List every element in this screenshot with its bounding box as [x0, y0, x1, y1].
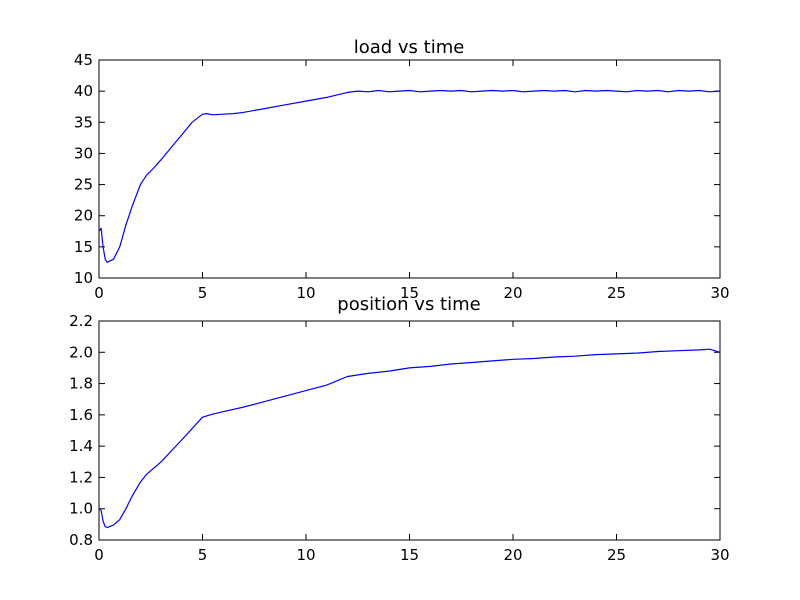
- load-x-tick-label: 15: [400, 284, 419, 302]
- position-x-tick-label: 25: [607, 546, 626, 564]
- position-x-tick-label: 5: [198, 546, 208, 564]
- load-x-tick-label: 0: [94, 284, 104, 302]
- load-chart-title: load vs time: [354, 37, 465, 58]
- position-y-tick-label: 1.8: [69, 375, 93, 393]
- load-chart-plot-area: 0 5 10 15 20 25 30 10 15 20 25 30 35 40 45: [74, 51, 730, 302]
- load-x-tick-label: 25: [607, 284, 626, 302]
- load-y-tick-label: 30: [74, 144, 93, 162]
- load-x-tick-label: 10: [296, 284, 315, 302]
- position-series-line: [98, 348, 721, 529]
- position-y-tick-label: 1.6: [69, 406, 93, 424]
- load-y-tick-label: 10: [74, 269, 93, 287]
- load-y-tick-label: 35: [74, 113, 93, 131]
- load-x-tick-label: 20: [503, 284, 522, 302]
- position-chart-plot-area: 0 5 10 15 20 25 30 0.8 1.0 1.2 1.4 1.6 1.8 2.0 2.2: [69, 312, 729, 564]
- load-chart: load vs time 0 5 10 15 20 25 30 10 15 20 25 30 35 40 4…: [74, 37, 730, 302]
- load-axes-frame: [98, 59, 721, 279]
- position-x-tick-label: 0: [94, 546, 104, 564]
- load-y-tick-label: 20: [74, 207, 93, 225]
- position-y-tick-label: 1.0: [69, 500, 93, 518]
- position-chart: position vs time 0 5 10 15 20 25 30 0.8 1.0 1.2 1.…: [69, 294, 729, 564]
- load-y-tick-label: 25: [74, 176, 93, 194]
- position-y-tick-label: 1.2: [69, 468, 93, 486]
- position-y-tick-label: 1.4: [69, 437, 93, 455]
- position-x-tick-label: 15: [400, 546, 419, 564]
- position-x-tick-label: 10: [296, 546, 315, 564]
- position-y-tick-label: 0.8: [69, 531, 93, 549]
- position-axes-frame: [98, 320, 721, 541]
- load-series-line: [98, 89, 721, 263]
- position-x-tick-label: 30: [710, 546, 729, 564]
- position-x-tick-label: 20: [503, 546, 522, 564]
- load-y-tick-label: 45: [74, 51, 93, 69]
- load-x-tick-label: 5: [198, 284, 208, 302]
- load-y-tick-label: 40: [74, 82, 93, 100]
- position-chart-title: position vs time: [337, 294, 480, 315]
- position-y-tick-label: 2.0: [69, 343, 93, 361]
- load-y-tick-label: 15: [74, 238, 93, 256]
- position-y-tick-label: 2.2: [69, 312, 93, 330]
- load-x-tick-label: 30: [710, 284, 729, 302]
